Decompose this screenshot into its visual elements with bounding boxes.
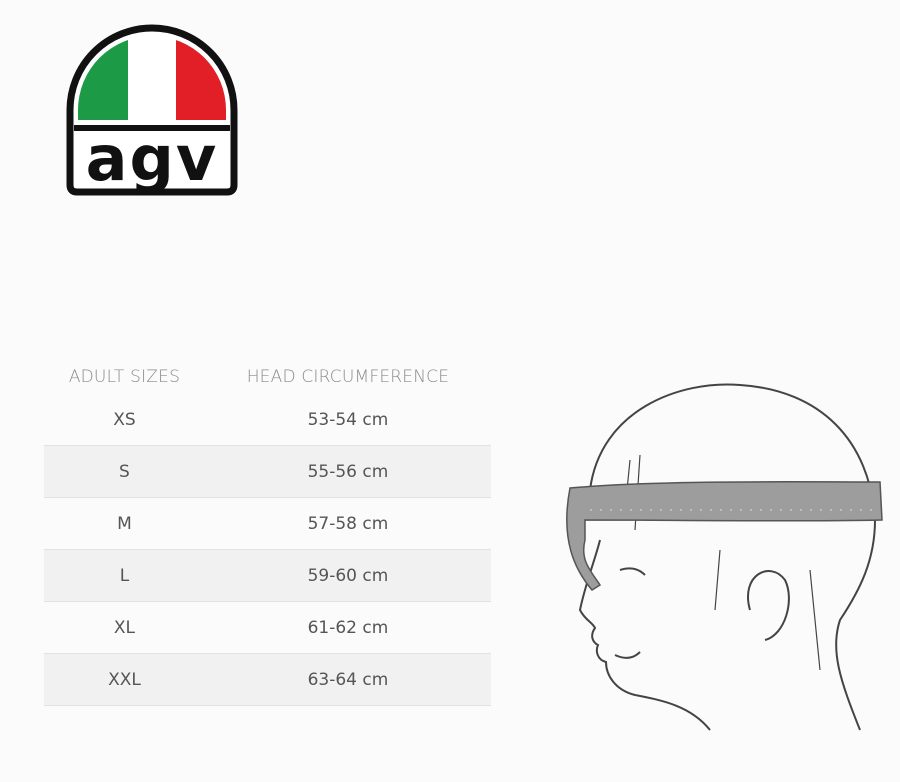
measuring-tape bbox=[566, 481, 883, 591]
circumference-cell: 63-64 cm bbox=[204, 653, 491, 706]
size-cell: XXL bbox=[44, 653, 205, 706]
table-body: XS 53-54 cm S 55-56 cm M 57-58 cm L 59-60 cm XL 6… bbox=[44, 394, 491, 706]
size-cell: S bbox=[44, 445, 205, 498]
circumference-cell: 53-54 cm bbox=[204, 394, 491, 446]
size-cell: XL bbox=[44, 601, 205, 654]
ear bbox=[747, 570, 790, 641]
head-illustration bbox=[566, 383, 883, 731]
column-header: HEAD CIRCUMFERENCE bbox=[246, 367, 450, 387]
table-row: S 55-56 cm bbox=[44, 445, 491, 498]
table-row: XS 53-54 cm bbox=[44, 394, 491, 446]
table-row: L 59-60 cm bbox=[44, 549, 491, 602]
table-row: XL 61-62 cm bbox=[44, 601, 491, 654]
column-header: ADULT SIZES bbox=[68, 367, 181, 387]
circumference-cell: 61-62 cm bbox=[204, 601, 491, 654]
table-row: M 57-58 cm bbox=[44, 497, 491, 550]
circumference-cell: 55-56 cm bbox=[204, 445, 491, 498]
size-cell: L bbox=[44, 549, 205, 602]
face-profile bbox=[578, 539, 711, 731]
circumference-cell: 57-58 cm bbox=[204, 497, 491, 550]
circumference-cell: 59-60 cm bbox=[204, 549, 491, 602]
table-row: XXL 63-64 cm bbox=[44, 653, 491, 706]
logo: agv bbox=[66, 24, 238, 196]
size-cell: XS bbox=[44, 394, 205, 446]
mouth bbox=[614, 651, 641, 659]
eye bbox=[619, 567, 646, 576]
logo-text: agv bbox=[86, 122, 219, 195]
head-outline bbox=[589, 383, 877, 731]
size-cell: M bbox=[44, 497, 205, 550]
size-table: ADULT SIZES HEAD CIRCUMFERENCE XS 53-54 cm… bbox=[44, 360, 491, 706]
table-header: ADULT SIZES HEAD CIRCUMFERENCE bbox=[44, 360, 491, 394]
